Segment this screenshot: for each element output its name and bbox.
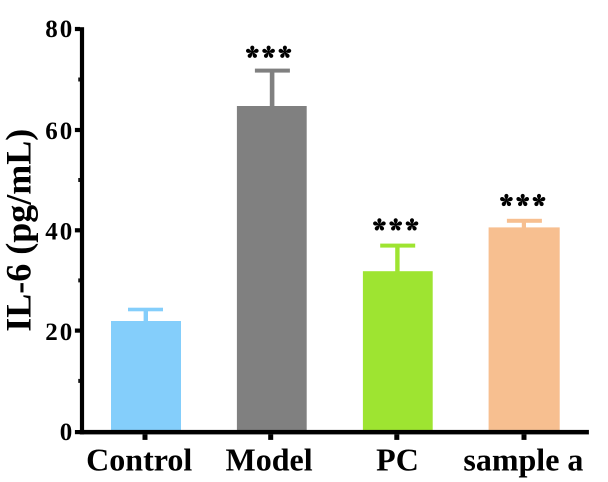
svg-text:IL-6 (pg/mL): IL-6 (pg/mL) [0, 129, 39, 332]
svg-text:Model: Model [226, 442, 313, 478]
svg-text:PC: PC [376, 442, 419, 478]
svg-text:Control: Control [86, 442, 192, 478]
svg-text:sample a: sample a [463, 442, 583, 478]
svg-text:0: 0 [60, 419, 75, 446]
svg-text:60: 60 [45, 118, 74, 145]
svg-text:40: 40 [45, 218, 74, 245]
svg-text:80: 80 [45, 16, 74, 43]
svg-text:20: 20 [45, 319, 74, 346]
